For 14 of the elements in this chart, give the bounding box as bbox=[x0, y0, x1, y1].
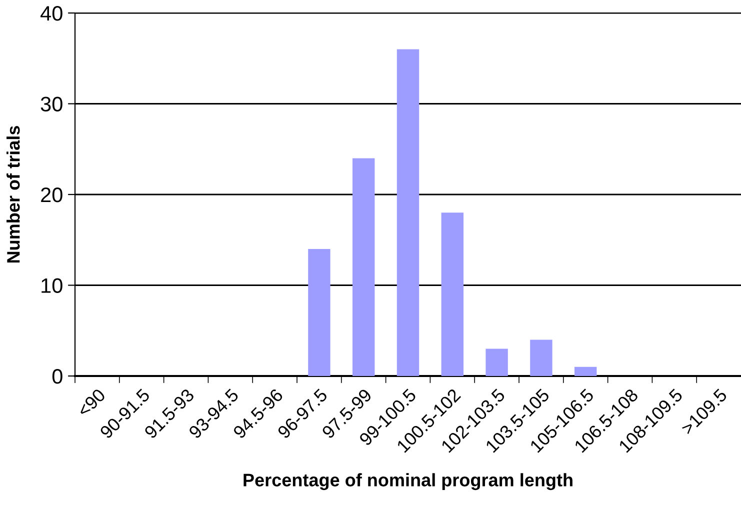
y-tick-label: 0 bbox=[52, 369, 62, 384]
y-tick-label: 10 bbox=[42, 278, 62, 294]
bar bbox=[396, 49, 420, 376]
bar bbox=[574, 366, 597, 376]
bar bbox=[352, 158, 375, 376]
bar bbox=[530, 340, 552, 376]
bar bbox=[441, 212, 464, 376]
bar bbox=[308, 248, 330, 376]
y-axis-title: Number of trials bbox=[6, 126, 20, 263]
y-tick-label: 20 bbox=[41, 188, 62, 202]
bar bbox=[486, 348, 508, 376]
y-tick-label: 40 bbox=[40, 6, 62, 21]
x-axis-title: Percentage of nominal program length bbox=[244, 473, 572, 490]
y-tick-label: 30 bbox=[40, 96, 62, 112]
